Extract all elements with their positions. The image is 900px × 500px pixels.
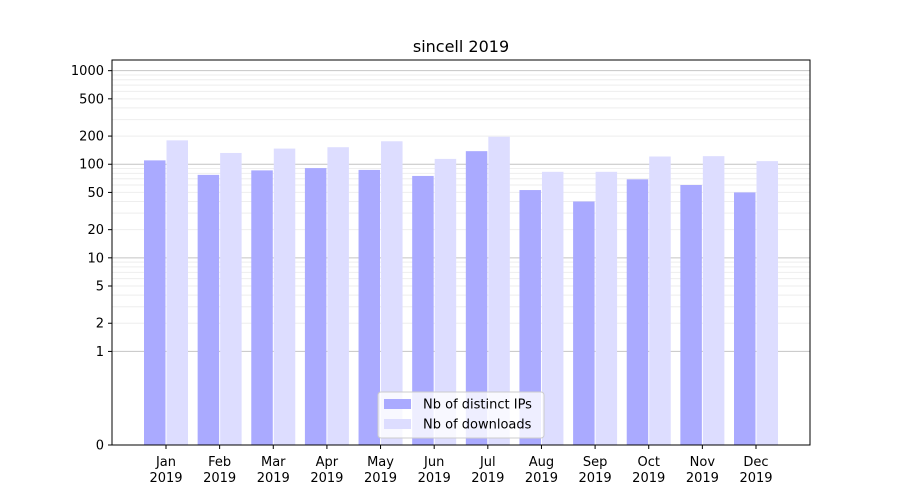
x-tick-label-year: 2019 <box>686 471 719 486</box>
bar-downloads <box>434 158 457 446</box>
bar-distinct-ips <box>251 170 273 445</box>
x-tick-label-month: Apr <box>316 455 339 470</box>
y-tick-label: 100 <box>79 158 104 173</box>
x-tick-label-year: 2019 <box>149 471 182 486</box>
y-tick-label: 1000 <box>71 64 104 79</box>
bar-downloads <box>273 148 296 445</box>
x-tick-label-month: Oct <box>637 455 659 470</box>
x-axis: Jan2019Feb2019Mar2019Apr2019May2019Jun20… <box>149 445 773 486</box>
bar-distinct-ips <box>412 175 434 445</box>
bar-distinct-ips <box>197 174 220 445</box>
bar-distinct-ips <box>358 169 381 445</box>
bar-distinct-ips <box>304 168 327 445</box>
bars <box>144 136 778 446</box>
x-tick-label-year: 2019 <box>632 471 665 486</box>
x-tick-label-year: 2019 <box>257 471 290 486</box>
x-tick-label-month: Feb <box>208 455 231 470</box>
bar-downloads <box>220 152 242 445</box>
x-tick-label-year: 2019 <box>418 471 451 486</box>
bar-distinct-ips <box>465 151 488 446</box>
legend-label: Nb of distinct IPs <box>423 398 532 413</box>
x-tick-label-month: Jul <box>479 455 496 470</box>
bar-downloads <box>166 140 188 445</box>
bar-distinct-ips <box>144 160 166 445</box>
legend: Nb of distinct IPs Nb of downloads <box>377 391 545 439</box>
x-tick-label-month: Jun <box>423 455 444 470</box>
y-tick-label: 1 <box>96 345 104 360</box>
x-tick-label-month: May <box>367 455 394 470</box>
x-tick-label-year: 2019 <box>310 471 343 486</box>
x-tick-label-year: 2019 <box>579 471 612 486</box>
bar-downloads <box>702 156 725 445</box>
y-tick-label: 500 <box>79 92 104 107</box>
bar-downloads <box>327 147 349 445</box>
y-axis: 0 1 2 5 10 20 50 100 200 500 1000 <box>71 64 112 454</box>
bar-distinct-ips <box>573 201 595 445</box>
legend-swatch <box>384 399 411 409</box>
y-tick-label: 2 <box>96 317 104 332</box>
bar-distinct-ips <box>734 192 756 445</box>
x-tick-label-year: 2019 <box>525 471 558 486</box>
bar-downloads <box>488 136 510 445</box>
chart-title: sincell 2019 <box>413 37 509 56</box>
y-tick-label: 5 <box>96 280 104 295</box>
bar-downloads <box>649 156 671 446</box>
y-tick-label: 200 <box>79 130 104 145</box>
bar-distinct-ips <box>626 179 649 445</box>
x-tick-label-month: Mar <box>261 455 286 470</box>
y-tick-label: 50 <box>87 186 104 201</box>
x-tick-label-month: Sep <box>583 455 608 470</box>
y-tick-label: 20 <box>87 223 104 238</box>
bar-distinct-ips <box>519 190 541 445</box>
x-tick-label-year: 2019 <box>471 471 504 486</box>
legend-label: Nb of downloads <box>423 418 532 433</box>
bar-downloads <box>541 171 564 445</box>
x-tick-label-month: Aug <box>529 455 554 470</box>
x-tick-label-year: 2019 <box>739 471 772 486</box>
bar-downloads <box>756 161 778 445</box>
legend-box <box>377 391 545 439</box>
x-tick-label-year: 2019 <box>364 471 397 486</box>
y-tick-label: 10 <box>87 251 104 266</box>
plot-frame <box>111 59 811 446</box>
bar-downloads <box>595 171 618 445</box>
x-tick-label-year: 2019 <box>203 471 236 486</box>
legend-swatch <box>384 419 411 429</box>
y-tick-label: 0 <box>96 439 104 454</box>
x-tick-label-month: Dec <box>743 455 768 470</box>
x-tick-label-month: Nov <box>690 455 716 470</box>
bar-downloads <box>381 141 403 446</box>
bar-distinct-ips <box>680 185 702 445</box>
x-tick-label-month: Jan <box>155 455 176 470</box>
